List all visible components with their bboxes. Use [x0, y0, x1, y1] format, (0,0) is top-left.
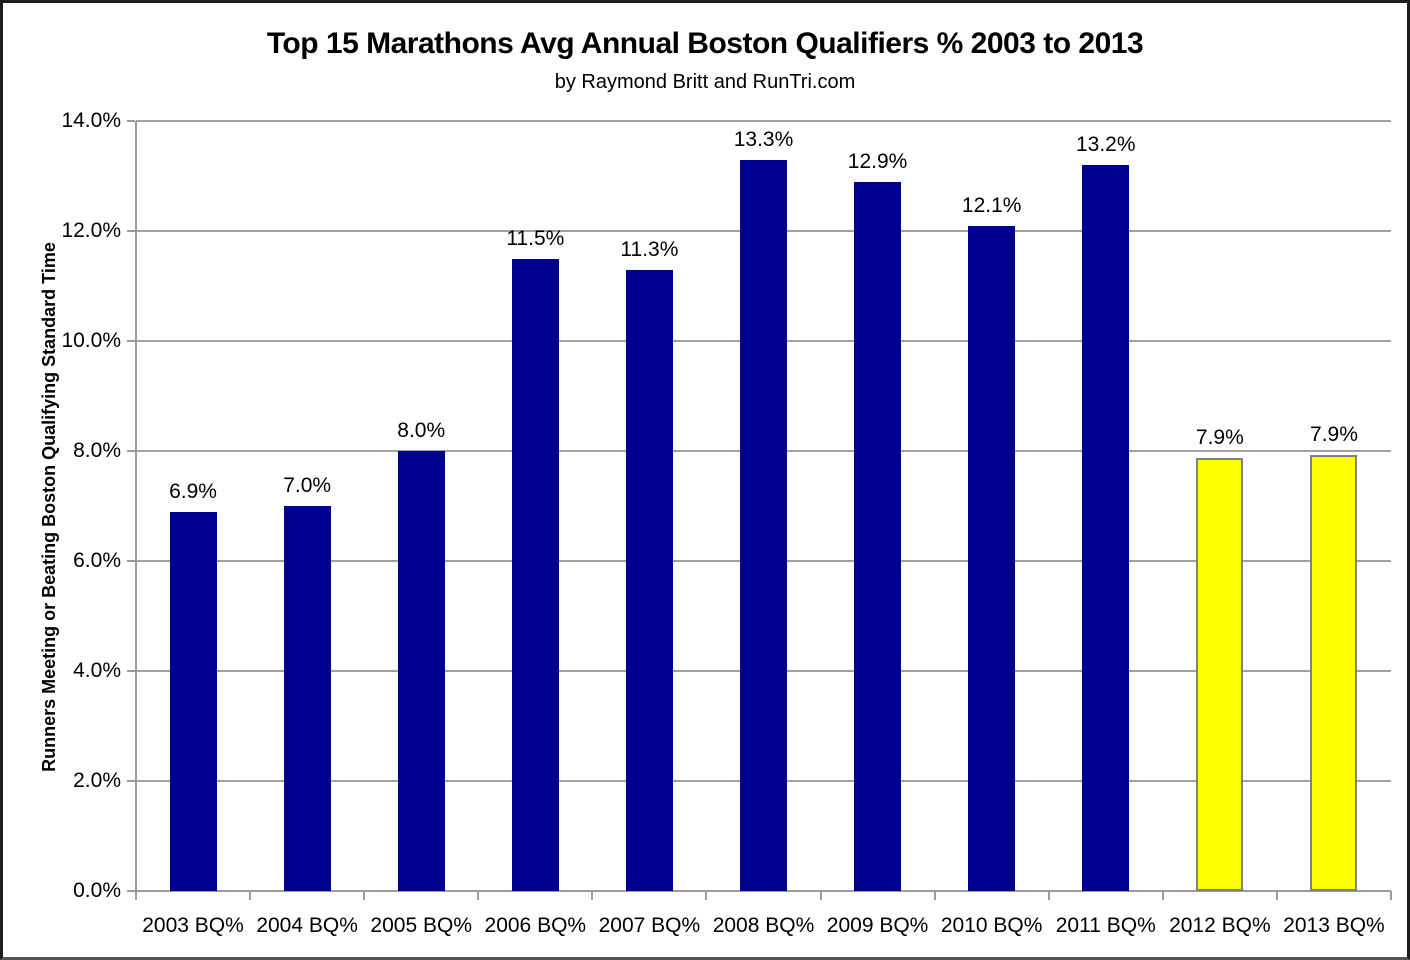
gridline: [136, 120, 1391, 122]
x-axis-label: 2003 BQ%: [142, 914, 244, 937]
x-axis-label: 2008 BQ%: [712, 914, 815, 937]
x-axis-tick: [1390, 891, 1392, 900]
y-tick-label: 14.0%: [61, 109, 121, 132]
bar-2012: [1196, 458, 1244, 891]
y-axis-line: [135, 121, 137, 899]
y-tick-label: 10.0%: [61, 329, 121, 352]
x-axis-label: 2010 BQ%: [940, 914, 1043, 937]
bar-value-label: 7.9%: [1195, 426, 1244, 450]
y-axis-tick: [127, 120, 135, 122]
x-axis-tick: [249, 891, 252, 900]
x-axis-tick: [1161, 891, 1164, 900]
bar-value-label: 7.0%: [283, 474, 332, 497]
bar-2006: [511, 258, 559, 891]
bar-value-label: 13.2%: [1075, 133, 1136, 156]
x-axis-tick: [819, 891, 822, 900]
x-axis-line: [136, 890, 1391, 892]
y-axis-tick: [127, 560, 135, 562]
bar-value-label: 11.3%: [620, 237, 679, 261]
chart-subtitle: by Raymond Britt and RunTri.com: [554, 71, 856, 93]
bar-value-label: 11.5%: [506, 226, 565, 250]
y-tick-label: 12.0%: [61, 219, 121, 242]
bar-value-label: 6.9%: [169, 479, 217, 503]
y-axis-tick: [127, 340, 135, 342]
bar-2007: [625, 269, 673, 891]
x-axis-tick: [477, 891, 480, 900]
y-tick-label: 2.0%: [73, 769, 121, 792]
x-axis-label: 2013 BQ%: [1283, 914, 1385, 937]
x-axis-tick: [591, 891, 594, 900]
y-axis-tick: [127, 670, 135, 672]
y-tick-label: 0.0%: [73, 879, 121, 902]
y-axis-tick: [127, 780, 135, 782]
x-axis-label: 2006 BQ%: [484, 914, 587, 937]
x-axis-label: 2005 BQ%: [370, 914, 472, 937]
bar-value-label: 7.9%: [1310, 422, 1358, 446]
x-axis-tick: [363, 891, 366, 900]
bar-2005: [397, 451, 445, 891]
bar-2008: [740, 159, 787, 891]
y-tick-label: 4.0%: [73, 659, 121, 682]
x-axis-tick: [1047, 891, 1050, 900]
x-axis-tick: [1275, 891, 1278, 900]
bar-2011: [1082, 165, 1130, 891]
x-axis-label: 2012 BQ%: [1169, 914, 1271, 937]
bar-value-label: 12.1%: [961, 193, 1022, 217]
x-axis-label: 2007 BQ%: [598, 914, 701, 937]
y-axis-tick: [127, 890, 135, 892]
y-tick-label: 8.0%: [73, 439, 121, 462]
x-axis-tick: [933, 891, 936, 900]
bar-value-label: 12.9%: [847, 149, 908, 173]
x-axis-tick: [705, 891, 708, 900]
x-axis-label: 2009 BQ%: [826, 914, 929, 937]
x-axis-label: 2011 BQ%: [1055, 914, 1156, 937]
bar-2003: [169, 511, 217, 891]
bar-2010: [968, 225, 1016, 891]
chart-title: Top 15 Marathons Avg Annual Boston Quali…: [266, 27, 1144, 60]
bar-2013: [1310, 454, 1358, 891]
bar-2009: [854, 181, 902, 891]
bar-2004: [283, 506, 331, 891]
y-axis-tick: [127, 230, 135, 232]
y-tick-label: 6.0%: [73, 549, 121, 572]
y-axis-tick: [127, 450, 135, 452]
bar-value-label: 8.0%: [397, 419, 446, 442]
y-axis-title: Runners Meeting or Beating Boston Qualif…: [39, 242, 59, 772]
bar-value-label: 13.3%: [733, 127, 794, 151]
x-axis-tick: [135, 891, 137, 900]
x-axis-label: 2004 BQ%: [256, 914, 358, 937]
